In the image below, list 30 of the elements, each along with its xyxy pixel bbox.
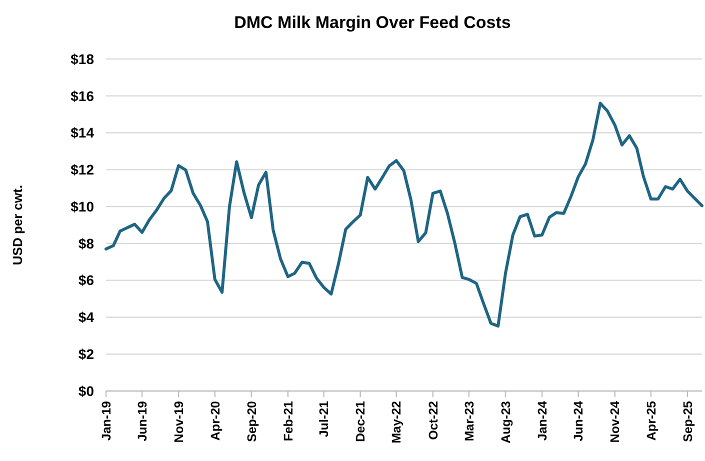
x-tick-label: Apr-25 [644,400,658,441]
chart-title: DMC Milk Margin Over Feed Costs [234,13,511,32]
y-tick-label: $2 [78,346,94,362]
y-tick-label: $16 [70,88,94,104]
x-tick-label: Nov-19 [172,400,186,443]
x-tick-label: Dec-21 [354,400,368,442]
x-tick-label: Jul-21 [317,400,332,438]
x-tick-label: May-22 [390,400,404,444]
x-tick-label: Jan-19 [99,400,114,441]
x-tick-label: Jan-24 [535,400,550,441]
y-tick-label: $6 [78,272,94,288]
y-tick-label: $8 [78,235,94,252]
x-tick-label: Jun-19 [135,400,150,442]
y-axis-title: USD per cwt. [10,184,25,266]
x-tick-label: Nov-24 [608,400,622,443]
x-tick-label: Apr-20 [208,400,222,441]
y-tick-label: $10 [70,198,94,214]
y-tick-label: $18 [70,50,94,67]
y-tick-label: $12 [70,162,94,178]
y-tick-label: $0 [78,382,94,399]
x-tick-label: Oct-22 [426,400,440,440]
x-tick-label: Sep-20 [244,400,259,442]
line-series [104,102,704,328]
y-tick-label: $4 [78,309,94,326]
x-tick-label: Jun-24 [572,400,586,442]
x-tick-label: Sep-25 [680,400,695,442]
y-tick-label: $14 [70,124,94,141]
x-tick-label: Mar-23 [462,400,476,442]
x-tick-label: Aug-23 [498,400,513,444]
x-tick-label: Feb-21 [281,400,296,442]
